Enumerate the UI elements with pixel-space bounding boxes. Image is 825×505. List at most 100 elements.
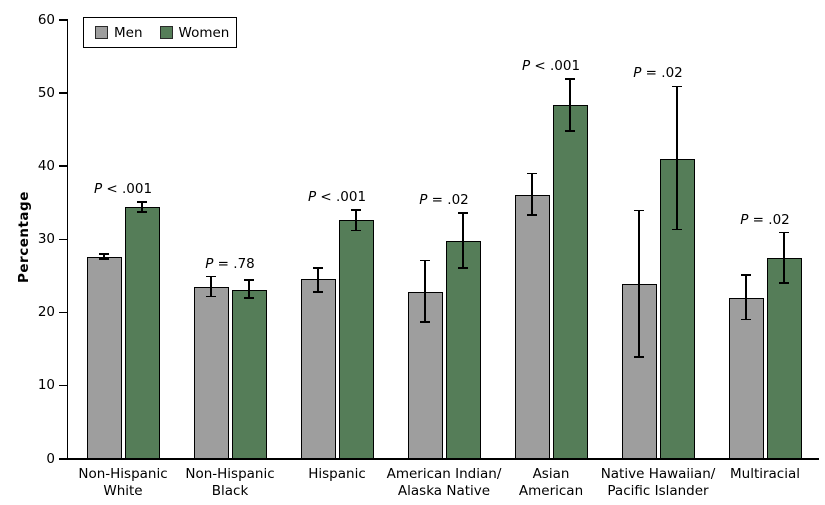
error-bar-cap-top <box>741 274 751 276</box>
y-axis-tick <box>58 165 67 167</box>
error-bar-cap-bottom <box>99 258 109 260</box>
error-bar-cap-top <box>420 259 430 262</box>
x-category-label-line: Black <box>211 483 249 499</box>
x-category-label-line: Non-Hispanic <box>78 466 168 482</box>
legend-item-women: Women <box>159 24 230 41</box>
error-bar-line <box>676 86 678 230</box>
x-category-label-line: American <box>518 483 584 499</box>
error-bar-line <box>783 232 785 284</box>
error-bar-cap-bottom <box>313 291 323 293</box>
x-category-label-line: American Indian/ <box>386 466 502 482</box>
bar-women-0 <box>124 207 160 459</box>
error-bar-cap-bottom <box>672 228 682 231</box>
p-value-label: P < .001 <box>93 180 153 197</box>
error-bar-line <box>424 260 426 322</box>
x-category-label-line: Native Hawaiian/ <box>600 466 716 482</box>
y-axis-tick <box>58 19 67 21</box>
y-tick-label: 0 <box>46 450 55 467</box>
error-bar-cap-top <box>206 275 216 278</box>
error-bar-line <box>103 253 105 259</box>
error-bar-line <box>355 209 357 231</box>
bar-men-1 <box>193 286 229 459</box>
x-category-label: Native Hawaiian/Pacific Islander <box>583 466 733 500</box>
error-bar-cap-top <box>137 201 147 203</box>
error-bar-cap-top <box>313 267 323 269</box>
p-value-label: P = .78 <box>205 255 255 272</box>
bar-women-6 <box>766 258 802 459</box>
p-value-label: P < .001 <box>521 57 581 74</box>
error-bar-cap-top <box>244 279 254 281</box>
women-color-swatch <box>159 26 173 39</box>
p-value-label: P = .02 <box>633 65 683 82</box>
x-category-label-line: Non-Hispanic <box>185 466 275 482</box>
error-bar-line <box>141 201 143 213</box>
error-bar-line <box>745 275 747 320</box>
x-category-label-line: Pacific Islander <box>607 483 709 499</box>
y-axis-line <box>66 19 68 460</box>
y-axis-tick <box>58 384 67 387</box>
error-bar-cap-top <box>779 231 789 234</box>
error-bar-line <box>210 276 212 297</box>
p-value-label: P = .02 <box>740 211 790 228</box>
error-bar-cap-bottom <box>458 267 468 269</box>
x-category-label: Asian American <box>476 466 626 500</box>
legend-label-men: Men <box>114 24 143 41</box>
p-value-label: P < .001 <box>307 188 367 205</box>
x-category-label-line: White <box>103 483 143 499</box>
error-bar-cap-bottom <box>634 356 644 358</box>
error-bar-line <box>638 210 640 358</box>
error-bar-line <box>462 212 464 268</box>
p-value-label: P = .02 <box>419 191 469 208</box>
error-bar-cap-bottom <box>420 321 430 323</box>
bar-men-0 <box>86 256 122 459</box>
bar-women-2 <box>338 220 374 459</box>
x-category-label: Hispanic <box>262 466 412 483</box>
y-axis-tick <box>58 238 67 240</box>
legend-label-women: Women <box>178 24 230 41</box>
error-bar-cap-bottom <box>565 130 575 132</box>
error-bar-cap-bottom <box>137 211 147 213</box>
error-bar-cap-top <box>565 78 575 80</box>
y-tick-label: 60 <box>37 11 55 28</box>
error-bar-cap-top <box>527 172 537 175</box>
error-bar-cap-bottom <box>741 318 751 321</box>
error-bar-cap-top <box>99 253 109 255</box>
error-bar-line <box>248 280 250 298</box>
bar-women-4 <box>552 105 588 459</box>
bar-women-1 <box>231 289 267 459</box>
error-bar-cap-bottom <box>244 297 254 299</box>
bar-men-6 <box>728 297 764 459</box>
x-category-label-line: Alaska Native <box>397 483 491 499</box>
error-bar-line <box>531 173 533 216</box>
bar-men-2 <box>300 279 336 459</box>
x-axis-line <box>66 458 819 460</box>
x-category-label: Non-Hispanic Black <box>155 466 305 500</box>
y-tick-label: 20 <box>37 304 55 321</box>
error-bar-cap-bottom <box>527 214 537 216</box>
error-bar-cap-top <box>351 209 361 211</box>
y-tick-label: 50 <box>37 84 55 101</box>
error-bar-line <box>569 78 571 131</box>
y-axis-tick <box>58 458 67 460</box>
error-bar-cap-top <box>458 212 468 214</box>
error-bar-cap-bottom <box>779 282 789 284</box>
error-bar-cap-bottom <box>351 229 361 232</box>
error-bar-line <box>317 267 319 292</box>
legend-item-men: Men <box>95 25 143 41</box>
y-tick-label: 40 <box>37 157 55 174</box>
error-bar-cap-bottom <box>206 295 216 298</box>
legend: Men Women <box>83 17 237 48</box>
y-axis-tick <box>58 311 67 314</box>
x-category-label-line: Multiracial <box>729 466 801 482</box>
error-bar-cap-top <box>672 85 682 88</box>
y-tick-label: 30 <box>37 231 55 247</box>
x-category-label: Non-Hispanic White <box>48 466 198 500</box>
bar-women-3 <box>445 241 481 459</box>
x-category-label-line: Asian <box>532 466 570 482</box>
y-axis-tick <box>58 92 67 94</box>
error-bar-cap-top <box>634 209 644 212</box>
x-category-label: American Indian/Alaska Native <box>369 466 519 500</box>
men-color-swatch <box>95 26 108 39</box>
y-tick-label: 10 <box>37 377 55 394</box>
